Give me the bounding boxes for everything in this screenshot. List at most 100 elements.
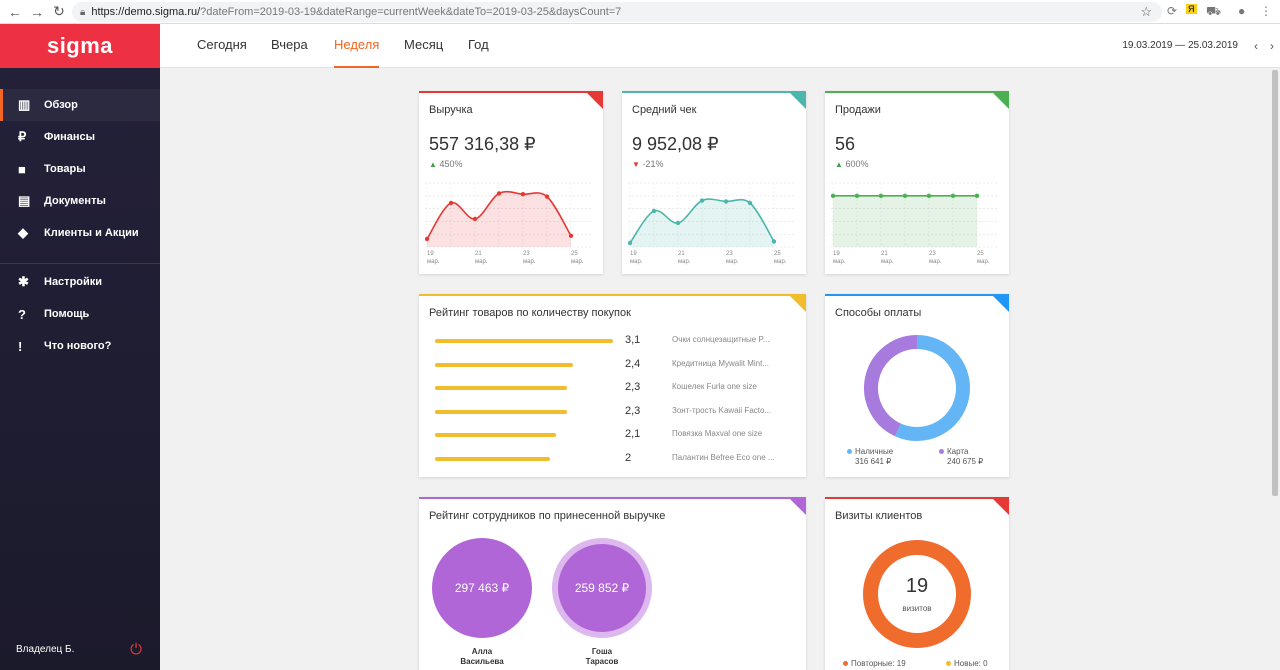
x-tick-label: мар. — [523, 259, 536, 265]
chart-area — [427, 191, 571, 247]
sidebar-item-2[interactable]: ! Что нового? — [0, 330, 160, 362]
chart-point — [628, 240, 633, 246]
rating-row[interactable]: 2 Палантин Befree Eco one ... — [435, 450, 795, 470]
sidebar-item-label: Помощь — [44, 308, 90, 320]
employee-item[interactable]: 297 463 ₽ Алла Васильева — [432, 538, 532, 667]
tab-today[interactable]: Сегодня — [197, 37, 247, 52]
chevron-left-icon[interactable]: ‹ — [1254, 39, 1258, 53]
chart-point — [926, 193, 932, 198]
tab-yesterday[interactable]: Вчера — [271, 37, 308, 52]
tab-week[interactable]: Неделя — [334, 24, 380, 68]
sidebar-item-label: Документы — [44, 195, 106, 207]
x-tick-label: 23 — [726, 251, 733, 257]
scrollbar-thumb[interactable] — [1272, 70, 1278, 496]
donut-slice-card — [864, 335, 918, 437]
date-range: 19.03.2019 — 25.03.2019 — [1122, 40, 1238, 51]
chart-point — [520, 192, 526, 197]
arrow-up-icon: ▲ — [835, 160, 843, 169]
power-icon[interactable]: ⏻ — [130, 640, 142, 658]
sidebar-item-0[interactable]: ▥ Обзор — [0, 89, 160, 121]
sales-card: Продажи 56 ▲ 600% 19 мар. 21 мар. 23 мар. 25 ма… — [825, 91, 1009, 274]
card-value: 9 952,08 ₽ — [632, 134, 719, 154]
browser-menu-icon[interactable]: ⋮ — [1260, 4, 1272, 18]
lock-icon: 🔒︎ — [80, 6, 86, 18]
extension-icon[interactable]: Я — [1186, 4, 1197, 14]
sidebar-item-4[interactable]: ◆ Клиенты и Акции — [0, 217, 160, 249]
scrollbar[interactable] — [1270, 68, 1280, 670]
donut-slice-cash — [895, 335, 970, 441]
extension-icon[interactable]: ⛟ — [1206, 4, 1222, 18]
x-tick-label: 19 — [427, 251, 434, 257]
tab-year[interactable]: Год — [468, 37, 489, 52]
bookmark-star-icon[interactable]: ☆ — [1140, 4, 1152, 19]
rating-row[interactable]: 2,1 Повязка Maxval one size — [435, 426, 795, 446]
sales-chart: 19 мар. 21 мар. 23 мар. 25 мар. — [831, 182, 999, 265]
x-tick-label: 23 — [523, 251, 530, 257]
sidebar-item-2[interactable]: ■ Товары — [0, 153, 160, 185]
owner-name[interactable]: Владелец Б. — [16, 643, 75, 655]
sidebar-item-0[interactable]: ✱ Настройки — [0, 266, 160, 298]
x-tick-label: мар. — [571, 259, 584, 265]
chart-point — [425, 236, 430, 242]
rating-bar — [435, 339, 613, 343]
x-tick-label: 25 — [774, 251, 781, 257]
address-bar[interactable]: 🔒︎ https://demo.sigma.ru/?dateFrom=2019-… — [72, 2, 1162, 22]
browser-toolbar: ← → ↻ 🔒︎ https://demo.sigma.ru/?dateFrom… — [0, 0, 1280, 24]
rating-product-name: Очки солнцезащитные P... — [672, 335, 770, 344]
card-title: Рейтинг товаров по количеству покупок — [429, 307, 631, 319]
chart-point — [831, 193, 836, 198]
x-tick-label: 23 — [929, 251, 936, 257]
sidebar-item-3[interactable]: ▤ Документы — [0, 185, 160, 217]
account-icon[interactable]: ● — [1238, 4, 1246, 18]
rating-row[interactable]: 2,3 Зонт-трость Kawaii Facto... — [435, 403, 795, 423]
rating-product-name: Повязка Maxval one size — [672, 429, 763, 438]
employee-item[interactable]: 259 852 ₽ Гоша Тарасов — [552, 538, 652, 667]
rating-value: 3,1 — [625, 334, 641, 346]
card-value: 557 316,38 ₽ — [429, 134, 536, 154]
sidebar-item-1[interactable]: ₽ Финансы — [0, 121, 160, 153]
card-delta: ▲ 600% — [835, 159, 869, 169]
x-tick-label: 21 — [678, 251, 685, 257]
card-corner — [788, 497, 806, 515]
extension-icon[interactable]: ⟳ — [1167, 4, 1178, 18]
employee-circle: 259 852 ₽ — [558, 544, 646, 632]
chevron-right-icon[interactable]: › — [1270, 39, 1274, 53]
arrow-down-icon: ▼ — [632, 160, 640, 169]
secondary-menu: ✱ Настройки? Помощь! Что нового? — [0, 266, 160, 362]
reload-icon[interactable]: ↻ — [53, 3, 65, 19]
rating-value: 2 — [625, 451, 632, 464]
chart-point — [974, 193, 980, 198]
card-title: Продажи — [835, 104, 881, 116]
x-tick-label: мар. — [774, 259, 787, 265]
logo-bar[interactable]: sigma — [0, 24, 160, 68]
rating-row[interactable]: 2,3 Кошелек Furla one size — [435, 379, 795, 399]
rating-row[interactable]: 2,4 Кредитница Mywalit Mint... — [435, 356, 795, 376]
rating-value: 2,3 — [625, 381, 641, 393]
main-menu: ▥ Обзор ₽ Финансы ■ Товары ▤ Документы ◆ Клиенты … — [0, 89, 160, 249]
employee-circle: 297 463 ₽ — [432, 538, 532, 638]
card-title: Рейтинг сотрудников по принесенной выруч… — [429, 510, 666, 522]
rating-product-name: Кошелек Furla one size — [672, 382, 757, 391]
rating-bar — [435, 386, 568, 390]
chart-point — [854, 193, 860, 198]
sidebar-item-1[interactable]: ? Помощь — [0, 298, 160, 330]
sidebar-item-label: Клиенты и Акции — [44, 227, 139, 239]
avg-check-chart: 19 мар. 21 мар. 23 мар. 25 мар. — [628, 182, 796, 265]
x-tick-label: мар. — [726, 259, 739, 265]
rating-value: 2,4 — [625, 357, 641, 370]
back-icon[interactable]: ← — [8, 3, 22, 20]
chart-point — [568, 233, 574, 238]
employee-rating-card: Рейтинг сотрудников по принесенной выруч… — [419, 497, 806, 670]
rating-value: 2,1 — [625, 428, 641, 440]
rating-bar — [435, 409, 568, 414]
rating-row[interactable]: 3,1 Очки солнцезащитные P... — [435, 332, 795, 352]
rating-product-name: Зонт-трость Kawaii Facto... — [672, 405, 772, 415]
forward-icon[interactable]: → — [30, 3, 44, 20]
rating-product-name: Палантин Befree Eco one ... — [672, 452, 775, 462]
chart-point — [878, 193, 884, 198]
tab-month[interactable]: Месяц — [404, 37, 444, 52]
x-tick-label: мар. — [881, 259, 894, 265]
legend-repeat-visits: Повторные: 19 — [843, 659, 906, 669]
card-accent-line — [419, 294, 806, 296]
card-delta: ▲ 450% — [429, 159, 463, 169]
